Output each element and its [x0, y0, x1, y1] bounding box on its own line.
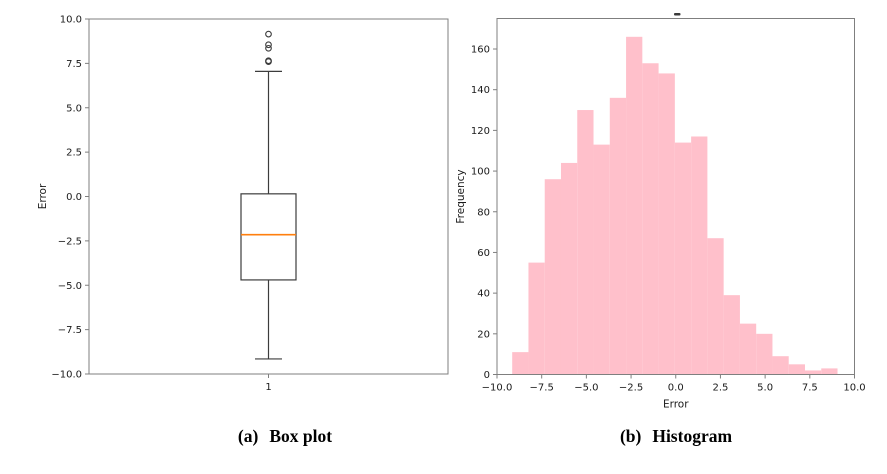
y-tick-label: 0: [484, 370, 490, 381]
outlier-point: [265, 44, 272, 52]
hist-bar: [626, 36, 643, 375]
caption-boxplot: (a) Box plot: [110, 426, 460, 447]
hist-bar: [512, 352, 529, 375]
hist-bar: [772, 356, 789, 375]
y-tick-label: 120: [471, 126, 490, 137]
hist-bar: [788, 364, 805, 375]
caption-a-text: Box plot: [269, 426, 333, 446]
x-tick-label: 1: [265, 382, 271, 393]
outlier-point: [265, 41, 272, 49]
y-tick-label: 40: [477, 289, 490, 300]
y-tick-label: 5.0: [66, 103, 82, 114]
hist-bar: [642, 63, 659, 375]
y-tick-label: 140: [471, 85, 490, 96]
histogram-subplot: −10.0 −7.5 −5.0 −2.5 0.0 2.5 5.0 7.5 10.0 0 20 40 60…: [455, 13, 866, 411]
hist-bar: [821, 368, 838, 375]
y-tick-label: 0.0: [66, 192, 82, 203]
hist-bar: [593, 144, 610, 375]
y-tick-label: −7.5: [58, 325, 82, 336]
hist-bar: [658, 73, 675, 375]
y-tick-label: 60: [477, 248, 490, 259]
caption-b-label: (b): [619, 426, 642, 446]
caption-histogram: (b) Histogram: [497, 426, 855, 447]
y-tick-label: 100: [471, 167, 490, 178]
x-tick-label: 10.0: [843, 383, 865, 394]
x-tick-label: 2.5: [712, 383, 728, 394]
x-tick-label: 0.0: [668, 383, 684, 394]
y-tick-label: 80: [477, 207, 490, 218]
outlier-point: [265, 57, 272, 65]
hist-bar: [707, 238, 724, 375]
hist-bar: [804, 370, 822, 375]
hist-bar: [528, 262, 545, 375]
x-tick-label: 7.5: [802, 383, 818, 394]
caption-b-text: Histogram: [652, 426, 733, 446]
y-tick-label: −5.0: [58, 281, 82, 292]
hist-bar: [609, 97, 627, 375]
histogram-xlabel: Error: [663, 399, 689, 411]
boxplot-frame: [88, 18, 449, 375]
x-tick-label: −10.0: [482, 383, 513, 394]
hist-bar: [691, 136, 708, 375]
x-tick-label: −2.5: [619, 383, 643, 394]
y-tick-label: 160: [471, 45, 490, 56]
hist-bar: [674, 142, 692, 375]
hist-bar: [723, 295, 740, 375]
y-tick-label: 10.0: [60, 15, 82, 26]
y-tick-label: 7.5: [66, 59, 82, 70]
y-tick-label: 20: [477, 329, 490, 340]
hist-bar: [756, 333, 773, 375]
clipped-title-mark: [674, 13, 681, 16]
histogram-frame: [496, 18, 855, 375]
y-tick-label: 2.5: [66, 148, 82, 159]
y-tick-label: −10.0: [51, 370, 82, 381]
x-tick-label: 5.0: [757, 383, 773, 394]
outlier-point: [265, 30, 272, 38]
iqr-box: [240, 193, 297, 281]
y-tick-label: −2.5: [58, 236, 82, 247]
boxplot-subplot: −10.0 −7.5 −5.0 −2.5 0.0 2.5 5.0 7.5 10.0 1 Error: [37, 15, 449, 393]
x-tick-label: −7.5: [530, 383, 554, 394]
hist-bar: [544, 179, 561, 375]
hist-bar: [739, 323, 757, 375]
x-tick-label: −5.0: [574, 383, 598, 394]
histogram-ylabel: Frequency: [455, 169, 467, 223]
boxplot-ylabel: Error: [37, 183, 49, 209]
hist-bar: [560, 162, 578, 375]
hist-bar: [577, 110, 594, 375]
caption-a-label: (a): [237, 426, 259, 446]
